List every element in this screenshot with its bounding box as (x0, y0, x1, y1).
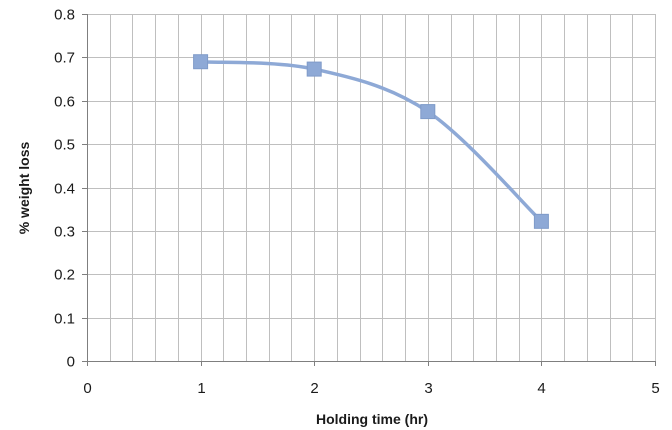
y-tick-label: 0 (67, 354, 75, 371)
axes (82, 14, 656, 366)
y-axis-title: % weight loss (16, 142, 32, 235)
x-tick-label: 4 (537, 380, 545, 397)
tick-labels: 0 0.1 0.2 0.3 0.4 0.5 0.6 0.7 0.8 0 1 2 3 4 5 (54, 7, 660, 398)
x-tick-label: 1 (197, 380, 205, 397)
data-point-marker (306, 61, 322, 77)
y-tick-label: 0.6 (54, 94, 75, 111)
y-tick-label: 0.5 (54, 137, 75, 154)
data-point-marker (193, 54, 209, 70)
x-tick-label: 0 (83, 380, 91, 397)
data-point-marker (533, 213, 549, 229)
y-tick-label: 0.2 (54, 267, 75, 284)
x-axis-title: Holding time (hr) (316, 411, 428, 427)
x-tick-label: 3 (424, 380, 432, 397)
x-tick-label: 5 (651, 380, 659, 397)
y-tick-label: 0.3 (54, 224, 75, 241)
x-tick-label: 2 (310, 380, 318, 397)
y-tick-label: 0.8 (54, 7, 75, 24)
y-tick-label: 0.7 (54, 50, 75, 67)
y-tick-label: 0.1 (54, 311, 75, 328)
grid (87, 14, 656, 362)
series-line (198, 59, 544, 224)
series (193, 54, 549, 229)
y-tick-label: 0.4 (54, 181, 75, 198)
data-point-marker (420, 104, 436, 120)
